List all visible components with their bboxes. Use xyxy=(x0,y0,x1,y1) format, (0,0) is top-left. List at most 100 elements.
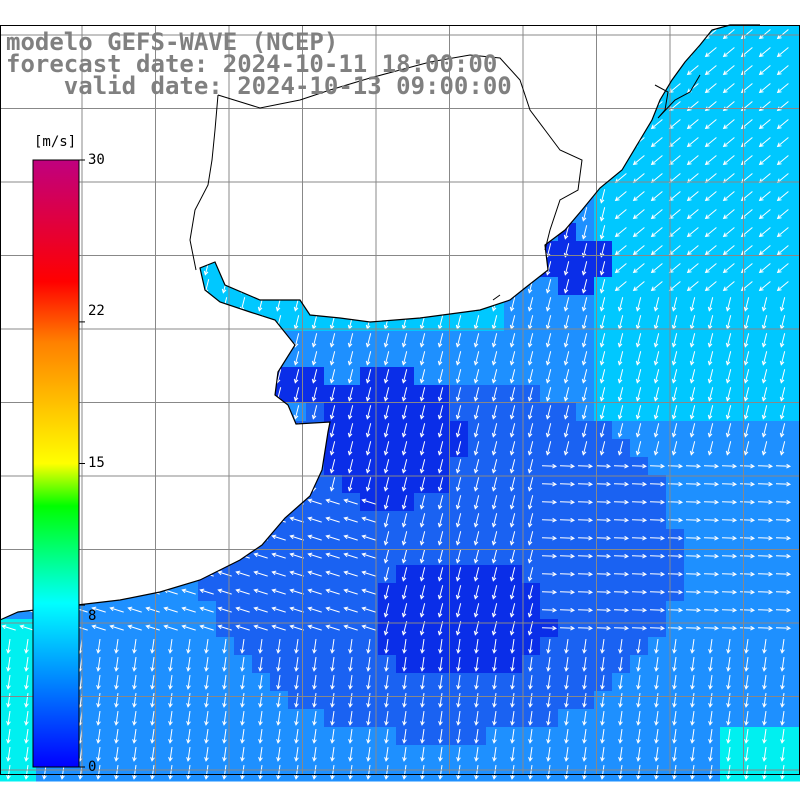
wind-arrow xyxy=(649,481,666,487)
wind-arrow xyxy=(383,423,390,438)
wind-arrow xyxy=(595,481,612,487)
wind-arrow xyxy=(473,387,480,402)
wind-arrow xyxy=(600,747,605,762)
wind-arrow xyxy=(689,297,696,312)
wind-arrow xyxy=(24,639,29,654)
wind-arrow xyxy=(671,333,678,348)
wind-arrow xyxy=(343,552,358,559)
wind-arrow xyxy=(541,589,558,595)
wind-arrow xyxy=(725,405,732,420)
wind-arrow xyxy=(776,137,789,148)
wind-arrow xyxy=(708,693,713,708)
wind-arrow xyxy=(383,567,390,582)
wind-arrow xyxy=(654,639,659,654)
wind-arrow xyxy=(437,423,444,438)
wind-arrow xyxy=(780,729,785,744)
wind-arrow xyxy=(672,711,677,726)
wind-arrow xyxy=(311,369,318,384)
wind-arrow xyxy=(599,189,606,204)
wind-arrow xyxy=(725,351,732,366)
wind-arrow xyxy=(725,423,732,438)
wind-arrow xyxy=(649,535,666,541)
wind-arrow xyxy=(703,571,720,577)
wind-arrow xyxy=(775,535,792,541)
wind-arrow xyxy=(671,405,678,420)
wind-arrow xyxy=(240,729,245,744)
wind-arrow xyxy=(599,369,606,384)
wind-arrow xyxy=(758,65,771,76)
wind-arrow xyxy=(222,657,227,672)
wind-arrow xyxy=(168,765,173,780)
wind-arrow xyxy=(704,47,717,58)
wind-arrow xyxy=(775,625,792,631)
wind-arrow xyxy=(293,405,300,420)
wind-arrow xyxy=(722,47,735,58)
wind-arrow xyxy=(726,675,731,690)
wind-arrow xyxy=(743,405,750,420)
wind-arrow xyxy=(541,517,558,523)
wind-arrow xyxy=(613,481,630,487)
wind-arrow xyxy=(671,387,678,402)
wind-arrow xyxy=(690,711,695,726)
wind-arrow xyxy=(617,351,624,366)
wind-arrow xyxy=(24,675,29,690)
wind-arrow xyxy=(721,553,738,559)
wind-arrow xyxy=(613,625,630,631)
wind-arrow xyxy=(330,639,335,654)
wind-arrow xyxy=(455,603,462,618)
field-cell xyxy=(792,205,800,224)
wind-arrow xyxy=(491,441,498,456)
wind-arrow xyxy=(600,657,605,672)
wind-arrow xyxy=(312,639,317,654)
wind-arrow xyxy=(347,351,354,366)
wind-arrow xyxy=(775,607,792,613)
wind-arrow xyxy=(527,297,534,312)
wind-arrow xyxy=(132,639,137,654)
wind-arrow xyxy=(325,498,340,505)
wind-arrow xyxy=(654,693,659,708)
wind-arrow xyxy=(145,606,160,613)
wind-arrow xyxy=(132,765,137,780)
wind-arrow xyxy=(595,499,612,505)
wind-arrow xyxy=(704,65,717,76)
wind-arrow xyxy=(635,387,642,402)
wind-arrow xyxy=(739,535,756,541)
wind-arrow xyxy=(546,639,551,654)
wind-arrow xyxy=(739,463,756,469)
wind-arrow xyxy=(402,729,407,744)
wind-arrow xyxy=(577,463,594,469)
wind-arrow xyxy=(654,711,659,726)
wind-arrow xyxy=(744,729,749,744)
wind-arrow xyxy=(775,463,792,469)
wind-arrow xyxy=(631,553,648,559)
wind-arrow xyxy=(294,657,299,672)
wind-arrow xyxy=(132,729,137,744)
wind-arrow xyxy=(329,441,336,456)
wind-arrow xyxy=(401,459,408,474)
wind-arrow xyxy=(510,729,515,744)
wind-arrow xyxy=(599,423,606,438)
wind-arrow xyxy=(703,463,720,469)
wind-arrow xyxy=(437,369,444,384)
wind-arrow xyxy=(739,571,756,577)
field-cell xyxy=(792,619,800,638)
wind-arrow xyxy=(614,263,627,274)
wind-arrow xyxy=(289,606,304,613)
wind-arrow xyxy=(168,693,173,708)
wind-arrow xyxy=(599,297,606,312)
wind-arrow xyxy=(559,553,576,559)
colorbar-tick-label: 8 xyxy=(88,608,97,624)
wind-arrow xyxy=(509,297,516,312)
wind-arrow xyxy=(293,351,300,366)
wind-arrow xyxy=(419,549,426,564)
wind-arrow xyxy=(455,495,462,510)
wind-arrow xyxy=(509,567,516,582)
wind-arrow xyxy=(707,333,714,348)
wind-arrow xyxy=(685,517,702,523)
wind-arrow xyxy=(632,209,645,220)
wind-arrow xyxy=(312,657,317,672)
wind-arrow xyxy=(509,513,516,528)
wind-arrow xyxy=(474,693,479,708)
wind-arrow xyxy=(253,552,268,559)
wind-arrow xyxy=(491,459,498,474)
